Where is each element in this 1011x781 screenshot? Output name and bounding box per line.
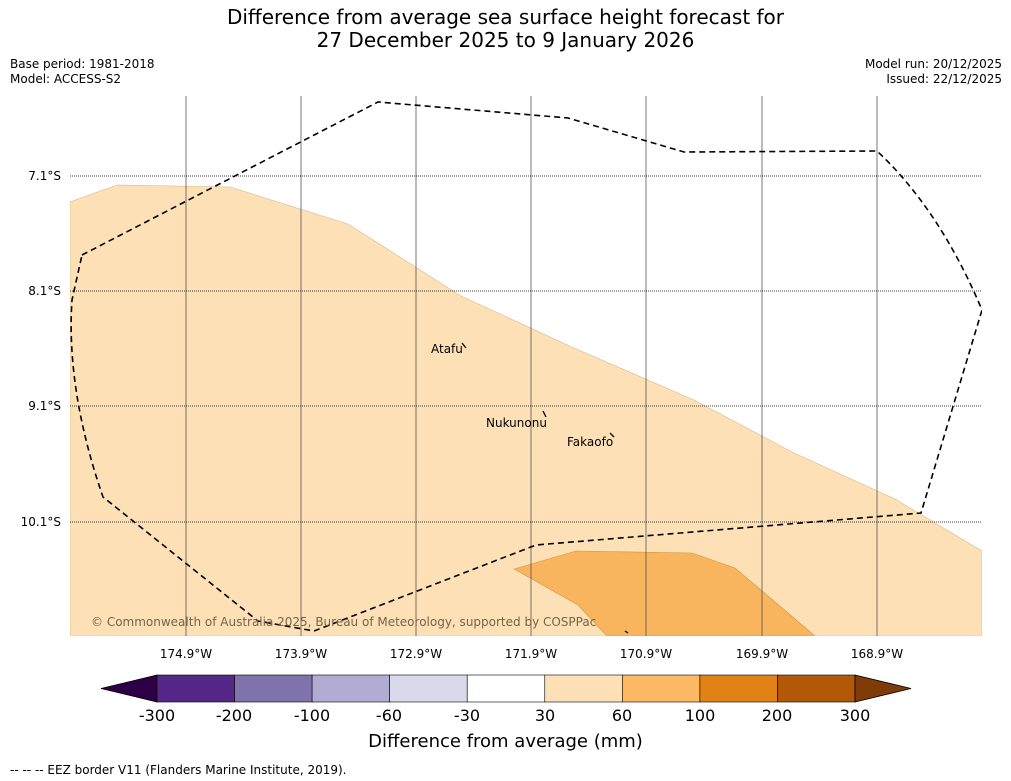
chart-title: Difference from average sea surface heig… xyxy=(0,6,1011,52)
colorbar-segment-4 xyxy=(389,674,468,703)
model-text: Model: ACCESS-S2 xyxy=(10,72,122,86)
colorbar-tick-minus-30: -30 xyxy=(453,706,481,725)
copyright-notice: © Commonwealth of Australia 2025, Bureau… xyxy=(91,615,597,629)
colorbar-tick-minus-300: -300 xyxy=(138,706,176,725)
lon-label-168-9: 168.9°W xyxy=(850,647,904,661)
eez-footnote: -- -- -- EEZ border V11 (Flanders Marine… xyxy=(10,763,347,777)
base-period-text: Base period: 1981-2018 xyxy=(10,57,155,71)
place-label-fakaofo: Fakaofo xyxy=(567,435,614,449)
colorbar-title: Difference from average (mm) xyxy=(368,731,643,752)
place-label-nukunonu: Nukunonu xyxy=(486,416,547,430)
lat-label-8-1: 8.1°S xyxy=(28,284,61,298)
colorbar-tick-300: 300 xyxy=(839,706,871,725)
colorbar-tick-60: 60 xyxy=(611,706,633,725)
colorbar-segment-9 xyxy=(777,674,856,703)
model-run-text: Model run: 20/12/2025 xyxy=(864,57,1002,71)
sea-height-band-60-100 xyxy=(513,550,816,636)
colorbar-tick-minus-200: -200 xyxy=(215,706,253,725)
lat-label-9-1: 9.1°S xyxy=(28,399,61,413)
map-area xyxy=(70,96,982,636)
colorbar-extend-high xyxy=(854,674,912,703)
colorbar-segment-7 xyxy=(622,674,701,703)
colorbar-tick-100: 100 xyxy=(684,706,716,725)
meta-right: Model run: 20/12/2025 Issued: 22/12/2025 xyxy=(865,57,1002,87)
colorbar-tick-200: 200 xyxy=(761,706,793,725)
place-label-atafu: Atafu xyxy=(431,342,463,356)
colorbar-segment-3 xyxy=(311,674,390,703)
latitude-gridlines xyxy=(70,175,982,523)
lat-label-10-1: 10.1°S xyxy=(20,515,61,529)
eez-border xyxy=(70,101,982,632)
nukunonu-island-mark xyxy=(542,410,547,418)
colorbar xyxy=(100,674,912,703)
lat-label-7-1: 7.1°S xyxy=(28,169,61,183)
title-line-1: Difference from average sea surface heig… xyxy=(226,5,785,29)
small-island-mark xyxy=(624,630,629,634)
island-marks xyxy=(461,342,629,634)
colorbar-segment-6 xyxy=(544,674,623,703)
issued-text: Issued: 22/12/2025 xyxy=(886,72,1002,86)
lon-label-171-9: 171.9°W xyxy=(504,647,558,661)
colorbar-tick-minus-60: -60 xyxy=(375,706,403,725)
colorbar-segment-1 xyxy=(156,674,235,703)
lon-label-172-9: 172.9°W xyxy=(389,647,443,661)
atafu-island-mark xyxy=(461,342,467,349)
colorbar-segment-8 xyxy=(699,674,778,703)
lon-label-169-9: 169.9°W xyxy=(735,647,789,661)
fakaofo-island-mark xyxy=(609,432,615,438)
colorbar-tick-minus-100: -100 xyxy=(293,706,331,725)
colorbar-tick-30: 30 xyxy=(534,706,556,725)
lon-label-173-9: 173.9°W xyxy=(274,647,328,661)
colorbar-extend-low xyxy=(100,674,158,703)
meta-left: Base period: 1981-2018 Model: ACCESS-S2 xyxy=(10,57,155,87)
lon-label-170-9: 170.9°W xyxy=(619,647,673,661)
colorbar-segment-2 xyxy=(234,674,313,703)
lon-label-174-9: 174.9°W xyxy=(159,647,213,661)
colorbar-segment-5 xyxy=(466,674,546,703)
longitude-gridlines xyxy=(185,96,878,636)
sea-height-band-30-60 xyxy=(70,184,982,636)
title-line-2: 27 December 2025 to 9 January 2026 xyxy=(316,28,695,52)
